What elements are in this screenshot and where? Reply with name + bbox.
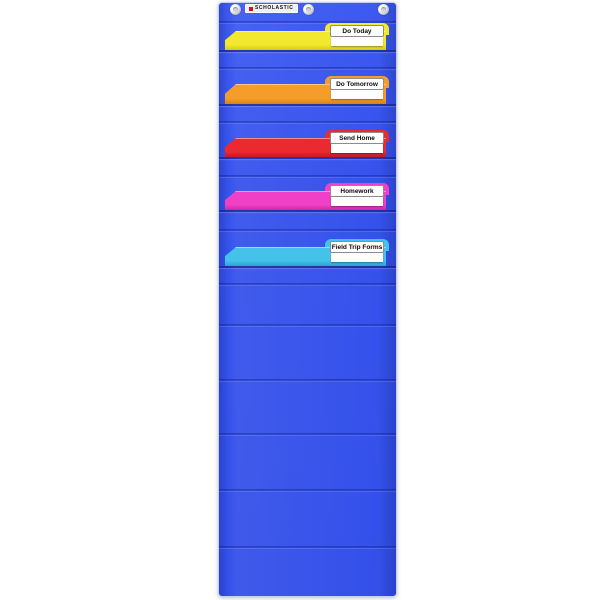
folder-tab-paper [331,197,383,206]
folder-body [225,191,386,210]
folder-tab-label: Field Trip Forms [330,241,384,253]
pocket-seam-line [219,379,396,381]
pocket-seam-line [219,433,396,435]
pocket-seam-line [219,229,396,231]
folder-tab-label-text: Send Home [339,134,375,142]
pocket-front-edge-line [219,210,396,212]
pocket-seam-line [219,546,396,548]
folder-tab-label-text: Do Tomorrow [336,80,378,88]
folder-row: Field Trip Forms [219,3,396,596]
brand-label-text: SCHOLASTIC [255,5,294,11]
pocket-front-edge-line [219,266,396,268]
folder-tab [325,76,389,88]
pocket-front-edge-line [219,157,396,159]
grommet-icon [378,4,389,15]
folder-body [225,138,386,157]
folder-tab-paper [331,37,383,46]
folder-tab [325,130,389,142]
folder-tab-label-text: Do Today [342,27,372,35]
pocket-seam-line [219,283,396,285]
pocket-seam-line [219,121,396,123]
brand-label: SCHOLASTIC [245,4,298,13]
pocket-seam-line [219,175,396,177]
folder-row: Do Tomorrow [219,3,396,596]
pocket-seam-line [219,489,396,491]
chart-top-band: SCHOLASTIC [219,3,396,21]
folder-tab-label: Do Today [330,25,384,37]
grommet-icon [303,4,314,15]
folder-tab-paper [331,253,383,262]
folder-tab-label-text: Field Trip Forms [331,243,383,251]
pocket-front-edge-line [219,50,396,52]
folder-tab [325,239,389,251]
folder-body [225,84,386,104]
folder-tab-label: Do Tomorrow [330,78,384,90]
pocket-front-edge-line [219,104,396,106]
brand-logo-icon [249,6,253,11]
folder-tab [325,23,389,35]
folder-body [225,31,386,50]
folder-tab-paper [331,90,383,99]
folder-row: Do Today [219,3,396,596]
folder-row: Send Home [219,3,396,596]
folder-tab-label-text: Homework [340,187,374,195]
folder-tab-label: Send Home [330,132,384,144]
pocket-seam-line [219,21,396,23]
pocket-chart: SCHOLASTIC Do Today Do Tomorrow Send Home H… [218,2,397,597]
grommet-icon [230,4,241,15]
pocket-seam-line [219,324,396,326]
folder-tab [325,183,389,195]
folder-row: Homework [219,3,396,596]
folder-tab-label: Homework [330,185,384,197]
pocket-seam-line [219,67,396,69]
folder-tab-paper [331,144,383,153]
folder-body [225,247,386,266]
